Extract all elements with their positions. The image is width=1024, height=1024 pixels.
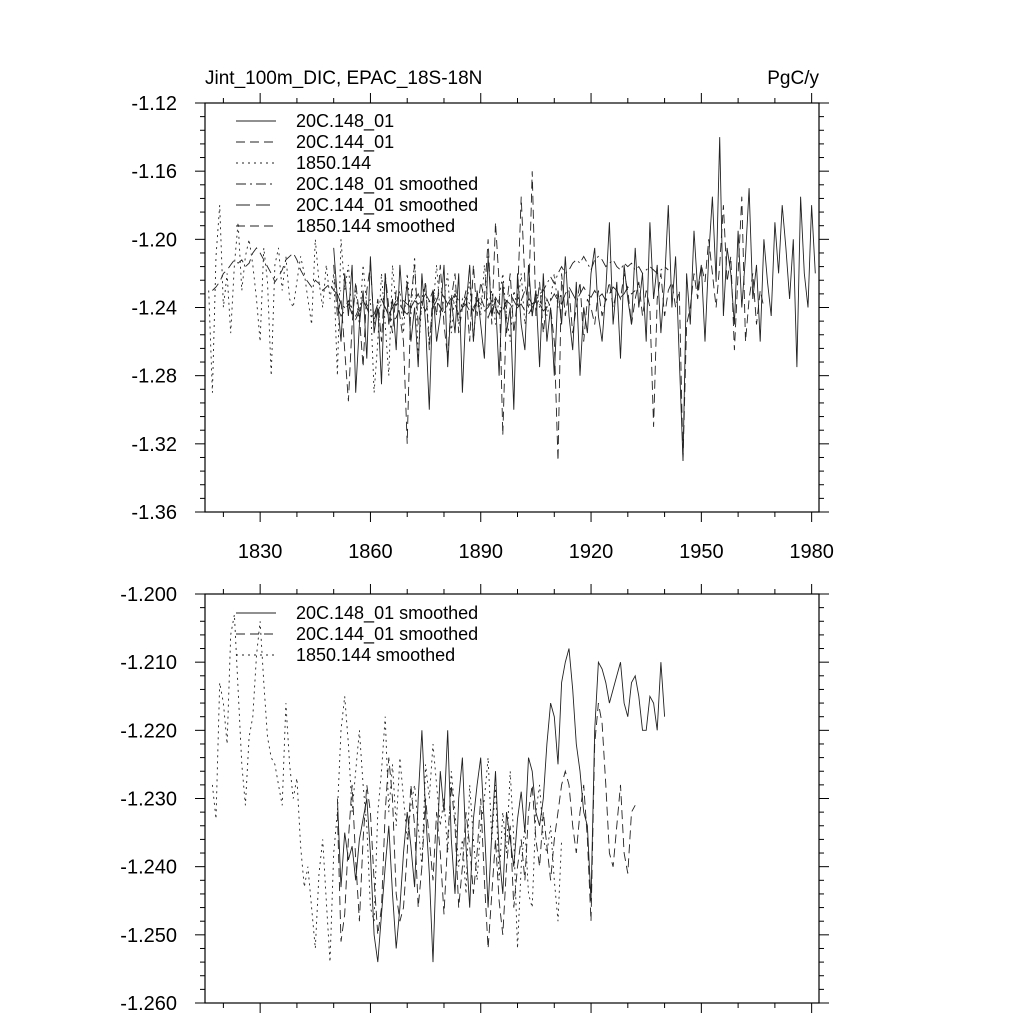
top-series-1850-144 — [208, 205, 563, 393]
top-chart-units: PgC/y — [767, 68, 819, 89]
top-ytick-label: -1.16 — [131, 161, 177, 183]
top-xtick-label: 1920 — [569, 541, 614, 563]
bottom-panel: -1.200 -1.210 -1.220 -1.230 -1.240 -1.250 -1.2… — [120, 584, 829, 1015]
top-series-group — [208, 137, 816, 461]
top-tick-group: -1.12 -1.16 -1.20 -1.24 -1.28 -1.32 -1.36 1830 1… — [131, 93, 834, 563]
bottom-ytick-label: -1.210 — [120, 652, 177, 674]
top-legend-label: 20C.144_01 smoothed — [296, 195, 478, 216]
top-xtick-label: 1980 — [789, 541, 834, 563]
top-series-20c-144-01 — [333, 171, 765, 461]
bottom-series-1850-144-smoothed — [211, 614, 563, 963]
bottom-legend-label: 1850.144 smoothed — [296, 645, 455, 665]
bottom-legend-label: 20C.148_01 smoothed — [296, 603, 478, 624]
top-legend-label: 20C.144_01 — [296, 132, 394, 153]
bottom-series-group — [211, 614, 666, 963]
top-legend-label: 20C.148_01 smoothed — [296, 174, 478, 195]
top-ytick-label: -1.32 — [131, 434, 177, 456]
bottom-series-20c-144-01-smoothed — [336, 703, 636, 949]
top-xtick-label: 1860 — [348, 541, 393, 563]
top-ytick-label: -1.36 — [131, 502, 177, 524]
top-legend-label: 1850.144 smoothed — [296, 216, 455, 236]
bottom-ytick-label: -1.260 — [120, 993, 177, 1015]
bottom-ytick-label: -1.240 — [120, 857, 177, 879]
bottom-ytick-label: -1.200 — [120, 584, 177, 606]
top-xtick-label: 1890 — [458, 541, 503, 563]
top-xtick-label: 1950 — [679, 541, 724, 563]
top-series-20c-144-01-smoothed — [336, 286, 636, 321]
bottom-legend-label: 20C.144_01 smoothed — [296, 624, 478, 645]
top-legend-label: 20C.148_01 — [296, 111, 394, 132]
top-ytick-label: -1.28 — [131, 366, 177, 388]
top-series-20c-148-01 — [333, 137, 816, 461]
bottom-tick-group: -1.200 -1.210 -1.220 -1.230 -1.240 -1.250 -1.2… — [120, 584, 829, 1015]
top-ytick-label: -1.12 — [131, 93, 177, 115]
bottom-ytick-label: -1.230 — [120, 789, 177, 811]
top-legend-label: 1850.144 — [296, 153, 371, 173]
bottom-ytick-label: -1.250 — [120, 925, 177, 947]
top-xtick-label: 1830 — [238, 541, 283, 563]
top-panel: Jint_100m_DIC, EPAC_18S-18N PgC/y -1.12-… — [131, 68, 833, 563]
top-series-1850-144-smoothed — [212, 247, 342, 295]
top-chart-title: Jint_100m_DIC, EPAC_18S-18N — [205, 68, 482, 89]
top-ytick-label: -1.24 — [131, 298, 177, 320]
top-ytick-label: -1.20 — [131, 229, 177, 251]
bottom-ytick-label: -1.220 — [120, 720, 177, 742]
bottom-series-20c-148-01-smoothed — [336, 648, 666, 963]
